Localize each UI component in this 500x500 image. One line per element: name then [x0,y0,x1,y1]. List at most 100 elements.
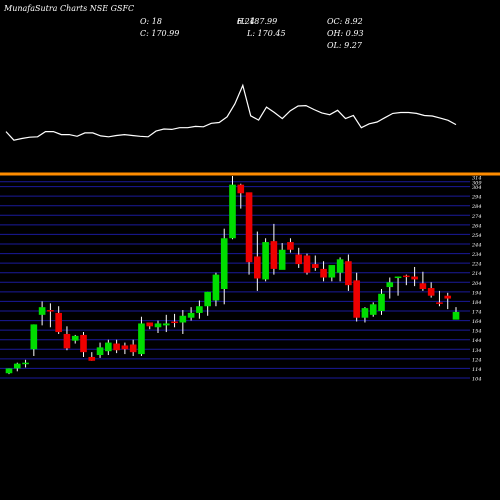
candle-body-down [121,345,129,350]
candlestick-series [5,176,460,375]
candle [403,274,410,286]
candle-body-up [179,315,187,323]
candle [369,302,377,317]
candle-body-up [328,265,336,278]
candle [345,254,352,291]
candle [444,292,452,310]
candle-body-down [88,356,96,361]
candle-body-up [105,342,112,352]
price-grid [0,181,470,379]
low-value: L: 170.45 [246,29,286,38]
oh-value: OH: 0.93 [327,29,364,38]
candle [270,223,278,275]
candle-body-down [303,255,311,273]
candle [22,359,29,368]
candle-body-down [254,256,261,279]
y-tick-label: 244 [471,243,482,249]
candle-body-down [245,192,253,263]
candle-body-up [13,363,21,369]
candle [13,362,21,372]
candle-body-up [394,276,402,279]
y-tick-label: 154 [472,329,482,335]
candle [436,290,443,307]
candle-body-up [196,306,203,313]
candle [80,332,87,357]
candle [138,316,145,356]
candle-body-down [80,334,87,353]
candle [38,301,46,326]
candle [162,314,170,333]
candle-body-up [212,274,220,301]
candle-body-up [386,282,394,288]
candle-body-down [287,242,294,250]
y-tick-label: 294 [471,195,482,201]
candle [311,255,319,271]
candle [154,320,162,334]
candle [378,288,385,315]
candle [419,271,427,291]
y-tick-label: 104 [472,377,482,383]
candle-body-up [30,324,38,350]
candle-body-up [336,259,344,273]
candle-body-down [237,184,245,194]
candle-body-down [295,254,303,265]
candle-body-down [171,321,178,324]
candle [88,352,96,361]
candle-body-up [204,291,211,307]
candle-body-down [146,322,154,327]
candle-body-down [63,333,71,349]
y-tick-label: 144 [472,338,482,344]
ol-value: OL: 9.27 [327,41,363,50]
candle-body-up [278,249,286,270]
y-tick-label: 194 [472,290,482,296]
candle [220,228,228,305]
candle [386,277,394,299]
candle [212,272,220,307]
candle-body-up [220,238,228,289]
y-tick-label: 304 [472,185,482,191]
candle-body-down [353,280,360,318]
candle [229,176,236,240]
candle-body-down [113,343,120,351]
y-tick-label: 134 [472,348,482,354]
candle-body-up [262,242,269,280]
candle-body-down [427,288,435,296]
candle [179,310,187,334]
candle [411,266,418,287]
candle [353,272,360,322]
change-percent: 6.24 [237,17,255,26]
candle-body-down [345,261,352,286]
y-tick-label: 254 [471,233,482,239]
candle [303,253,311,275]
candle [171,313,178,328]
candle [5,368,13,375]
candle [361,307,369,323]
close-value: C: 170.99 [140,29,179,38]
candle [287,238,294,253]
candle-body-up [229,184,236,239]
candle [328,265,336,282]
y-tick-label: 314 [472,176,482,182]
open-value: O: 18 [140,17,162,26]
candle-body-up [187,312,195,318]
y-tick-label: 234 [471,252,482,258]
candle [336,257,344,282]
candle-body-down [436,302,443,304]
candle [113,339,120,354]
y-tick-label: 224 [471,262,482,268]
candle-body-up [361,308,369,318]
candle [237,183,245,209]
candle-body-up [138,323,145,355]
candle-body-down [320,268,327,278]
candle [278,243,286,270]
candle [96,342,104,358]
y-tick-label: 274 [471,214,482,220]
candle-body-down [411,276,418,280]
candle [63,326,71,351]
candle [129,339,137,356]
y-tick-label: 114 [472,367,482,373]
candle [30,324,38,356]
